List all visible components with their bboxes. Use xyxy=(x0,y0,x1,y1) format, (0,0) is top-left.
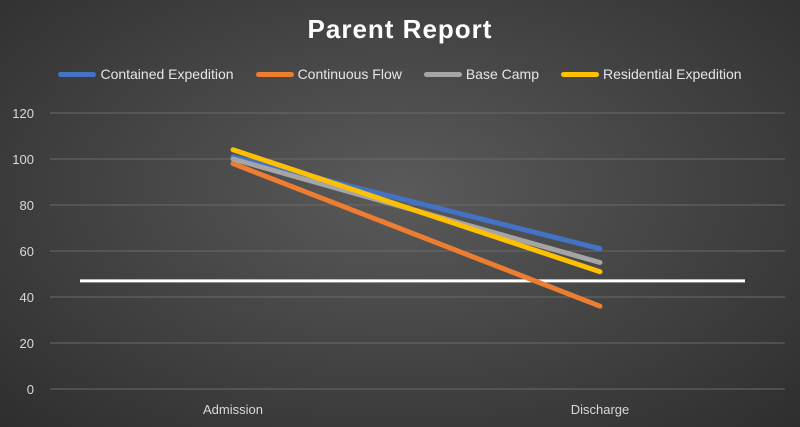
series-line-continuous-flow xyxy=(230,161,603,309)
legend-swatch-base-camp xyxy=(423,71,462,77)
legend-item-continuous-flow: Continuous Flow xyxy=(255,66,402,82)
chart-legend: Contained Expedition Continuous Flow Bas… xyxy=(0,66,800,82)
x-tick-label-discharge: Discharge xyxy=(571,402,630,417)
legend-swatch-continuous-flow xyxy=(255,71,294,77)
series-line-residential-expedition xyxy=(230,147,603,275)
y-tick-label-20: 20 xyxy=(20,336,34,351)
y-tick-label-0: 0 xyxy=(27,382,34,397)
x-tick-label-admission: Admission xyxy=(203,402,263,417)
legend-item-contained-expedition: Contained Expedition xyxy=(58,66,234,82)
y-tick-label-40: 40 xyxy=(20,290,34,305)
legend-label-residential-expedition: Residential Expedition xyxy=(603,66,742,82)
y-tick-label-60: 60 xyxy=(20,244,34,259)
legend-label-contained-expedition: Contained Expedition xyxy=(100,66,234,82)
y-tick-label-80: 80 xyxy=(20,198,34,213)
legend-item-base-camp: Base Camp xyxy=(423,66,539,82)
legend-swatch-contained-expedition xyxy=(58,71,97,77)
legend-item-residential-expedition: Residential Expedition xyxy=(561,66,742,82)
legend-label-base-camp: Base Camp xyxy=(465,66,539,82)
chart-title: Parent Report xyxy=(307,14,493,44)
y-tick-label-100: 100 xyxy=(12,152,34,167)
y-tick-label-120: 120 xyxy=(12,106,34,121)
legend-swatch-residential-expedition xyxy=(561,71,599,77)
legend-label-continuous-flow: Continuous Flow xyxy=(297,66,402,82)
